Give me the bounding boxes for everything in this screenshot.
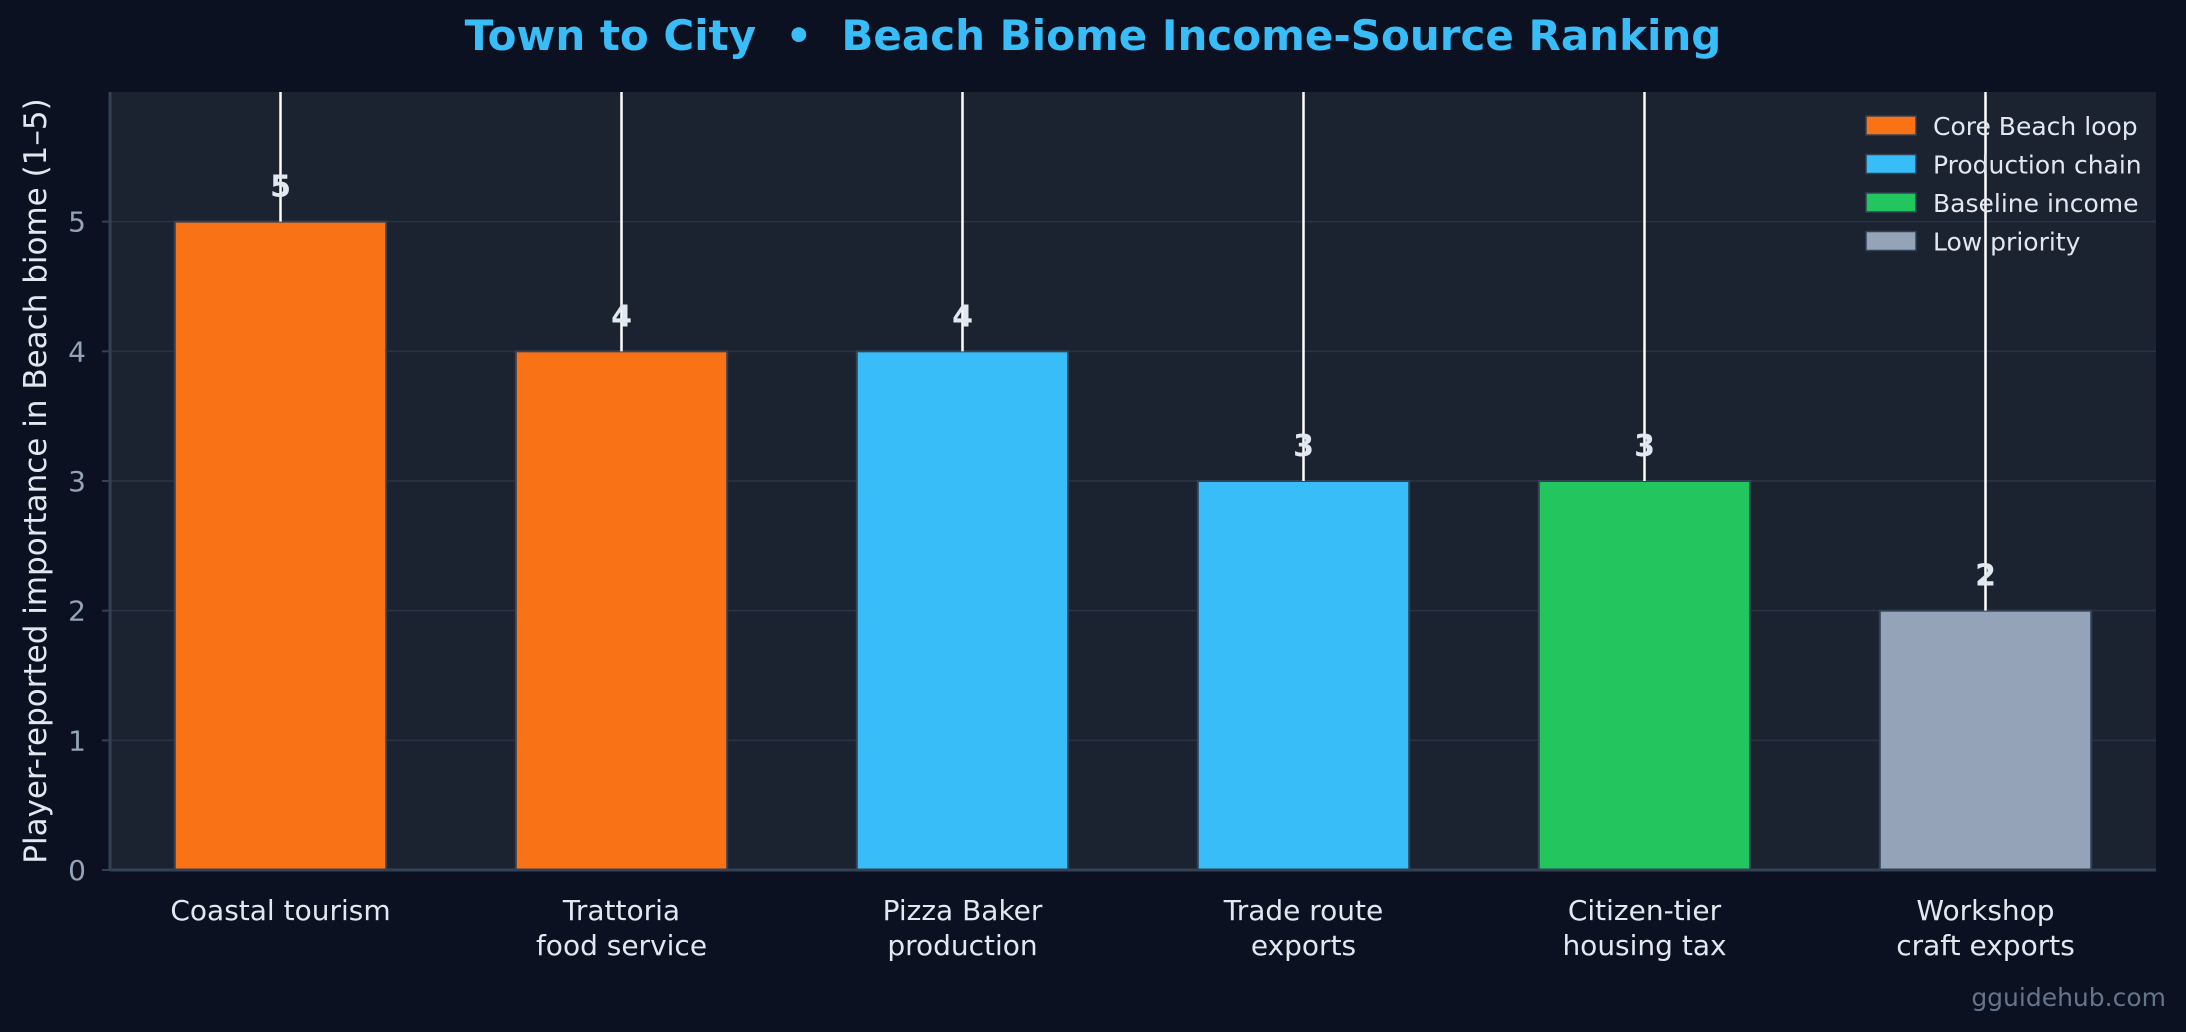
legend-swatch <box>1865 192 1917 213</box>
x-tick-label: production <box>887 929 1037 962</box>
x-tick-label: Trattoria <box>562 894 680 927</box>
legend-label: Baseline income <box>1933 189 2139 218</box>
y-axis-label: Player-reported importance in Beach biom… <box>18 98 54 863</box>
x-tick-label: craft exports <box>1896 929 2075 962</box>
x-tick-label: Workshop <box>1916 894 2054 927</box>
bar <box>1537 480 1752 871</box>
chart-title: Town to City • Beach Biome Income-Source… <box>465 11 1722 60</box>
x-tick-label: Pizza Baker <box>883 894 1043 927</box>
y-tick-label: 0 <box>68 854 86 887</box>
watermark: gguidehub.com <box>1971 983 2166 1012</box>
legend: Core Beach loop Production chain Baseline … <box>1865 112 2142 257</box>
data-label: 2 <box>1975 559 1996 594</box>
y-axis-ticks: 0 1 2 3 4 5 <box>68 206 110 887</box>
x-tick-label: exports <box>1251 929 1356 962</box>
bar <box>514 350 729 872</box>
y-tick-label: 3 <box>68 465 86 498</box>
bars <box>173 220 2093 872</box>
y-tick-label: 5 <box>68 206 86 239</box>
legend-swatch <box>1865 115 1917 136</box>
data-label: 3 <box>1293 429 1314 464</box>
legend-swatch <box>1865 230 1917 252</box>
y-tick-label: 2 <box>68 595 86 628</box>
x-tick-label: Citizen-tier <box>1568 894 1722 927</box>
bar <box>1196 480 1411 871</box>
data-label: 5 <box>270 170 291 205</box>
data-label: 4 <box>952 299 973 334</box>
y-tick-label: 1 <box>68 724 86 757</box>
leader-lines <box>279 92 1987 611</box>
x-tick-label: Trade route <box>1223 894 1384 927</box>
data-label: 3 <box>1634 429 1655 464</box>
data-label: 4 <box>611 299 632 334</box>
bar <box>173 220 388 871</box>
legend-label: Core Beach loop <box>1933 112 2138 141</box>
x-tick-label: food service <box>536 929 707 962</box>
bar <box>1878 609 2093 872</box>
data-labels: 5 4 4 3 3 2 <box>270 170 1996 594</box>
gridlines <box>110 220 2156 742</box>
x-tick-label: housing tax <box>1562 929 1726 962</box>
y-tick-label: 4 <box>68 335 86 368</box>
bar <box>855 350 1070 872</box>
legend-label: Low priority <box>1933 228 2081 257</box>
legend-swatch <box>1865 153 1917 175</box>
legend-label: Production chain <box>1933 151 2142 180</box>
x-tick-label: Coastal tourism <box>170 894 390 927</box>
